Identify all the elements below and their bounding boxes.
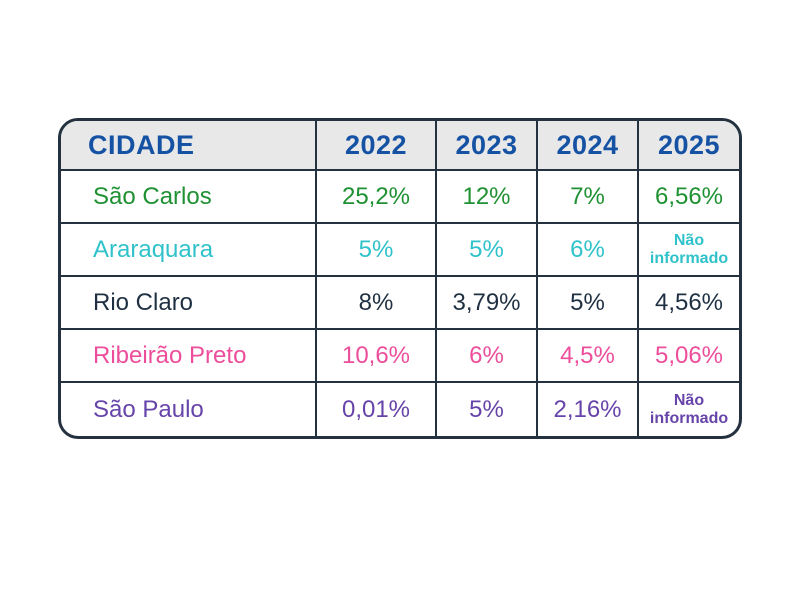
value-cell: 5%: [437, 383, 538, 436]
value-cell: 8%: [317, 277, 437, 330]
table-row: Ribeirão Preto 10,6% 6% 4,5% 5,06%: [61, 330, 739, 383]
value-cell: 25,2%: [317, 171, 437, 224]
value-cell: Não informado: [639, 224, 739, 277]
table-row: São Carlos 25,2% 12% 7% 6,56%: [61, 171, 739, 224]
value-cell: 4,56%: [639, 277, 739, 330]
value-cell: 6%: [437, 330, 538, 383]
value-cell: 7%: [538, 171, 639, 224]
header-cell-2023: 2023: [437, 121, 538, 171]
value-cell: Não informado: [649, 391, 729, 427]
table-row: São Paulo 0,01% 5% 2,16% Não informado: [61, 383, 739, 436]
value-cell: 5,06%: [639, 330, 739, 383]
table-row: Araraquara 5% 5% 6% Não informado: [61, 224, 739, 277]
value-cell: 6,56%: [639, 171, 739, 224]
value-cell: 0,01%: [317, 383, 437, 436]
value-cell: 5%: [317, 224, 437, 277]
value-cell: 5%: [437, 224, 538, 277]
city-name-cell: Araraquara: [61, 224, 317, 277]
header-cell-2025: 2025: [639, 121, 739, 171]
header-cell-2022: 2022: [317, 121, 437, 171]
value-cell: 12%: [437, 171, 538, 224]
header-cell-cidade: CIDADE: [61, 121, 317, 171]
value-cell: 4,5%: [538, 330, 639, 383]
value-cell: 3,79%: [437, 277, 538, 330]
city-name-cell: Ribeirão Preto: [61, 330, 317, 383]
value-cell: 5%: [538, 277, 639, 330]
table-header-row: CIDADE 2022 2023 2024 2025: [61, 121, 739, 171]
city-name-cell: Rio Claro: [61, 277, 317, 330]
city-name-cell: São Paulo: [61, 383, 317, 436]
value-cell: 6%: [538, 224, 639, 277]
value-cell: 10,6%: [317, 330, 437, 383]
header-cell-2024: 2024: [538, 121, 639, 171]
value-cell: 2,16%: [538, 383, 639, 436]
table-row: Rio Claro 8% 3,79% 5% 4,56%: [61, 277, 739, 330]
city-percentage-table: CIDADE 2022 2023 2024 2025 São Carlos 25…: [58, 118, 742, 439]
city-name-cell: São Carlos: [61, 171, 317, 224]
